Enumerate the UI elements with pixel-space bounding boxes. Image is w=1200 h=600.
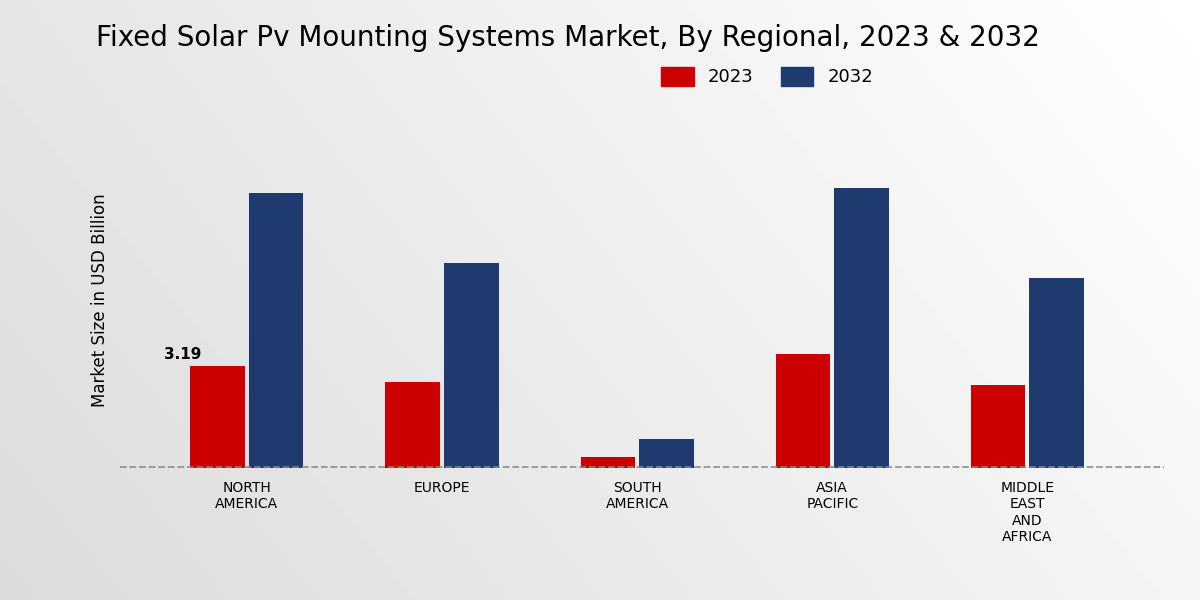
Text: Fixed Solar Pv Mounting Systems Market, By Regional, 2023 & 2032: Fixed Solar Pv Mounting Systems Market, … (96, 24, 1040, 52)
Bar (385, 382, 440, 468)
Bar (581, 457, 635, 468)
Text: 3.19: 3.19 (163, 347, 202, 362)
Legend: 2023, 2032: 2023, 2032 (661, 67, 874, 86)
Bar (971, 385, 1026, 468)
Bar (1030, 278, 1084, 468)
Bar (775, 355, 830, 468)
Bar (640, 439, 694, 468)
Bar (444, 263, 498, 468)
Bar (191, 366, 245, 468)
Y-axis label: Market Size in USD Billion: Market Size in USD Billion (91, 193, 109, 407)
Bar (248, 193, 304, 468)
Bar (834, 188, 889, 468)
